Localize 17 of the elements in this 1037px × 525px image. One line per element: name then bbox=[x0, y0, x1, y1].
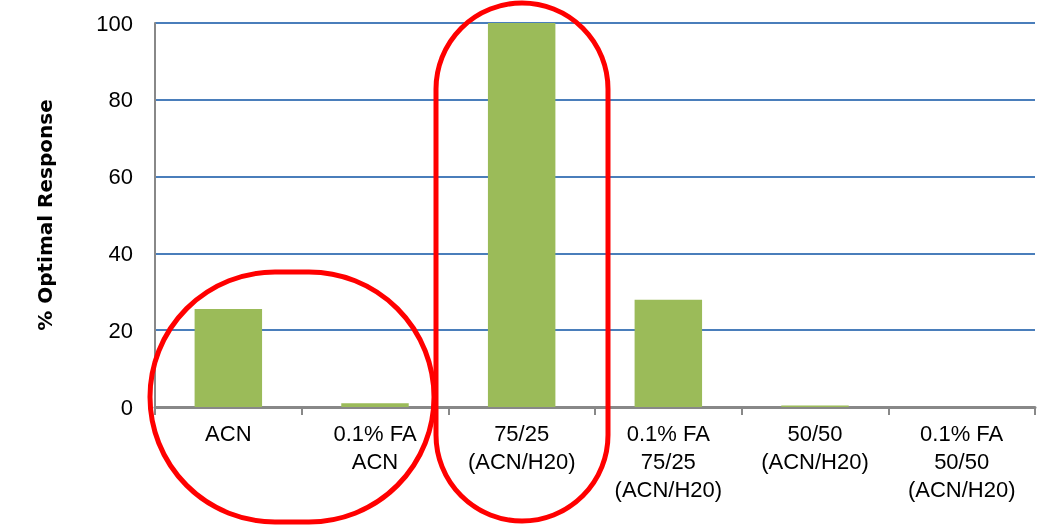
y-tick-label: 80 bbox=[108, 87, 133, 113]
x-tick-label: 0.1% FA ACN bbox=[333, 420, 417, 474]
y-axis-title: % Optimal Response bbox=[33, 99, 57, 331]
bar bbox=[634, 299, 703, 407]
bar bbox=[487, 23, 556, 407]
y-tick-label: 40 bbox=[108, 240, 133, 266]
x-tick-label: 0.1% FA 75/25 (ACN/H20) bbox=[614, 420, 723, 502]
y-tick-label: 0 bbox=[120, 394, 133, 420]
x-tick-label: ACN bbox=[205, 420, 252, 446]
x-tick-label: 0.1% FA 50/50 (ACN/H20) bbox=[907, 420, 1016, 502]
y-tick-label: 60 bbox=[108, 164, 133, 190]
bar bbox=[194, 309, 263, 407]
x-tick-label: 50/50 (ACN/H20) bbox=[761, 420, 869, 474]
bar bbox=[341, 403, 409, 407]
x-tick-label: 75/25 (ACN/H20) bbox=[467, 420, 576, 474]
y-tick-label: 100 bbox=[96, 10, 133, 36]
y-tick-label: 20 bbox=[108, 317, 133, 343]
